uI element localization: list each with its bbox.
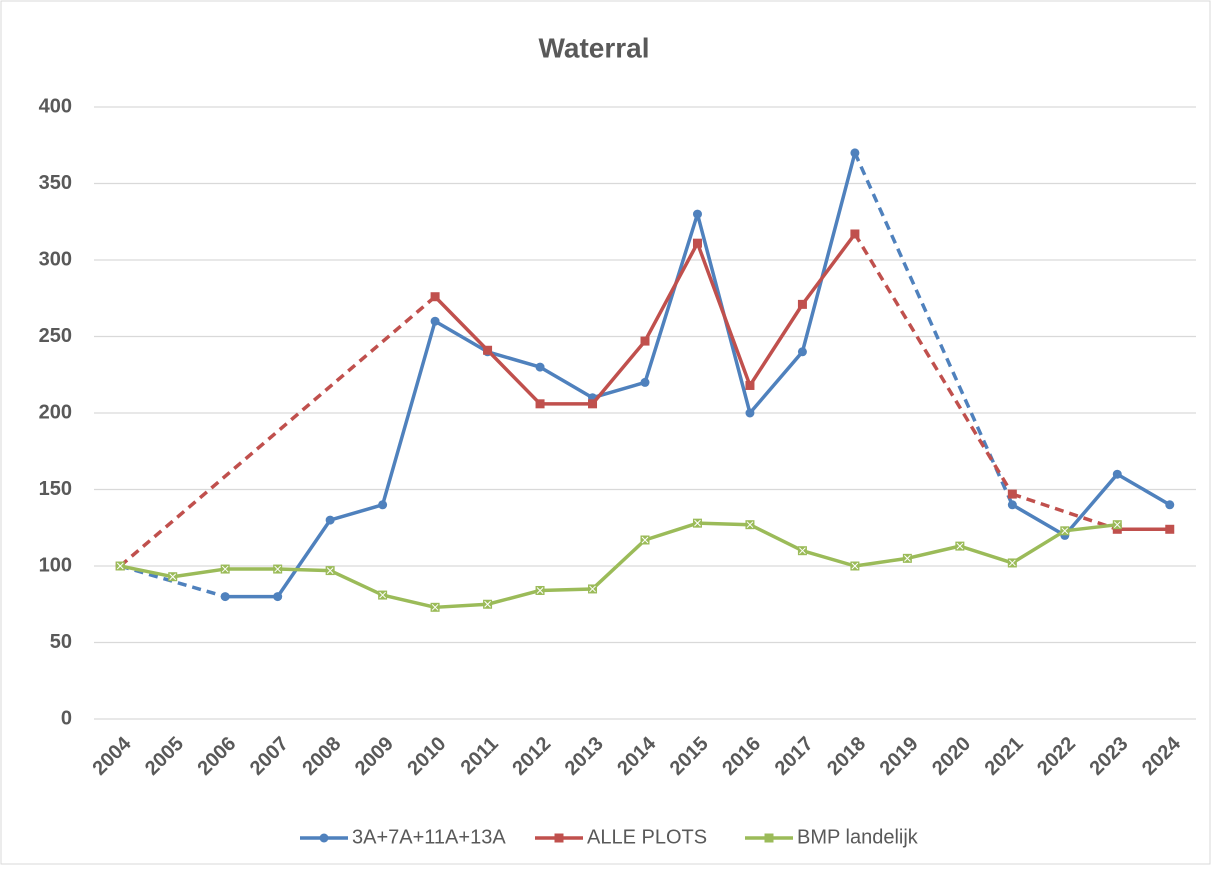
point	[1165, 524, 1175, 534]
gap-connector	[853, 152, 1014, 506]
point	[1112, 469, 1122, 479]
point	[797, 347, 807, 357]
y-tick-label: 100	[39, 554, 72, 576]
chart-title: Waterral	[538, 32, 649, 63]
point	[273, 592, 283, 602]
point	[430, 292, 440, 302]
y-tick-label: 350	[39, 172, 72, 194]
point	[640, 535, 650, 545]
point-cross	[1008, 559, 1016, 567]
point-cross	[589, 585, 596, 593]
point	[1112, 524, 1122, 534]
y-tick-label: 300	[39, 248, 72, 270]
point	[955, 541, 965, 551]
point-cross	[694, 519, 701, 527]
point	[745, 520, 755, 530]
point-cross	[116, 562, 124, 570]
point	[535, 585, 545, 595]
point-cross	[431, 603, 439, 611]
point	[168, 572, 178, 582]
point-cross	[956, 542, 964, 550]
point	[483, 345, 493, 355]
y-tick-label: 0	[61, 707, 72, 729]
y-tick-label: 50	[50, 631, 72, 653]
point	[378, 590, 388, 600]
legend-marker	[764, 833, 774, 843]
point-cross	[326, 567, 334, 574]
point	[1007, 558, 1017, 568]
point	[1060, 526, 1070, 536]
point	[692, 209, 702, 219]
point	[640, 377, 650, 387]
point	[325, 566, 335, 576]
point	[220, 564, 230, 574]
point	[850, 148, 860, 158]
point	[220, 592, 230, 602]
y-tick-label: 250	[39, 325, 72, 347]
legend-label: ALLE PLOTS	[587, 826, 707, 848]
point	[483, 599, 493, 609]
point-cross	[851, 562, 859, 570]
point	[640, 336, 650, 346]
point-cross	[169, 573, 177, 581]
point	[692, 238, 702, 248]
point	[745, 380, 755, 390]
point	[1112, 520, 1122, 530]
point	[115, 561, 125, 571]
point	[430, 602, 440, 612]
point	[1007, 500, 1017, 510]
point-cross	[746, 521, 754, 529]
legend-marker	[554, 833, 564, 843]
point	[588, 584, 598, 594]
line	[1011, 472, 1171, 538]
point	[430, 316, 440, 326]
point-cross	[379, 591, 386, 599]
point-cross	[799, 547, 806, 555]
point	[1007, 489, 1017, 499]
point-cross	[1113, 521, 1121, 529]
gap-connector	[853, 233, 1014, 495]
legend-label: BMP landelijk	[797, 826, 919, 848]
y-tick-label: 150	[39, 478, 72, 500]
y-tick-label: 200	[39, 401, 72, 423]
point	[797, 299, 807, 309]
gap-connector	[119, 295, 437, 568]
point	[273, 564, 283, 574]
point	[902, 553, 912, 563]
point-cross	[1061, 527, 1069, 535]
point-cross	[904, 554, 911, 562]
point	[692, 518, 702, 528]
y-tick-label: 400	[39, 95, 72, 117]
point	[588, 399, 598, 409]
point-cross	[536, 587, 544, 594]
point-cross	[274, 565, 282, 573]
legend-marker	[319, 833, 329, 843]
legend-label: 3A+7A+11A+13A	[352, 826, 506, 848]
point	[378, 500, 388, 510]
point	[535, 362, 545, 372]
line	[119, 521, 1118, 610]
point	[1165, 500, 1175, 510]
point	[325, 515, 335, 525]
gap-connector	[1011, 492, 1118, 531]
point-cross	[221, 565, 229, 573]
point	[745, 408, 755, 418]
point-cross	[484, 600, 491, 608]
point	[850, 561, 860, 571]
point	[797, 546, 807, 556]
point-cross	[641, 536, 649, 544]
point	[850, 229, 860, 239]
point	[535, 399, 545, 409]
